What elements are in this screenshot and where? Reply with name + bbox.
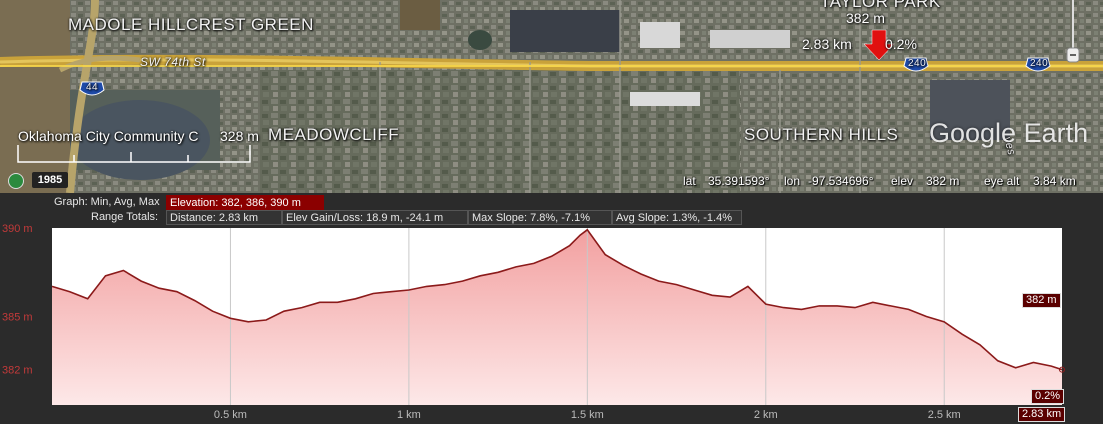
scale-bar-label: Oklahoma City Community C 328 m: [18, 128, 259, 144]
cursor-arrow-icon: [863, 29, 895, 61]
x-tick-label: 0.5 km: [214, 409, 247, 421]
graph-label: Graph: Min, Avg, Max: [54, 196, 160, 208]
elev-gain-loss-box[interactable]: Elev Gain/Loss: 18.9 m, -24.1 m: [282, 210, 468, 225]
interstate-240-shield-east: [1025, 57, 1051, 72]
label-occ: Oklahoma City Community C: [18, 128, 199, 144]
status-lon-value: -97.534696°: [808, 174, 874, 188]
interstate-240-shield-west: [903, 57, 929, 72]
scale-elevation: 328 m: [220, 128, 259, 144]
map-view[interactable]: MADOLE HILLCREST GREEN TAYLOR PARK MEADO…: [0, 0, 1103, 193]
label-i44: 44: [86, 82, 99, 93]
cursor-elevation-tag: 382 m: [1022, 293, 1061, 308]
distance-box[interactable]: Distance: 2.83 km: [166, 210, 282, 225]
elevation-summary-box[interactable]: Elevation: 382, 386, 390 m: [166, 195, 324, 210]
avg-slope-box[interactable]: Avg Slope: 1.3%, -1.4%: [612, 210, 742, 225]
status-eye-alt-value: 3.84 km: [1033, 174, 1076, 188]
google-earth-logo: Google Earth: [929, 118, 1089, 148]
cursor-point: [1059, 366, 1065, 373]
x-tick-label: 1 km: [397, 409, 421, 421]
range-totals-label: Range Totals:: [91, 211, 159, 223]
max-slope-box[interactable]: Max Slope: 7.8%, -7.1%: [468, 210, 612, 225]
cursor-elevation-callout: 382 m: [846, 10, 885, 26]
label-southern-hills: SOUTHERN HILLS: [744, 125, 899, 144]
satellite-imagery: [0, 0, 1103, 193]
imagery-year-badge: 1985: [32, 172, 68, 188]
x-tick-label: 1.5 km: [571, 409, 604, 421]
y-tick-label: 382 m: [2, 365, 33, 377]
label-madole-hillcrest-green: MADOLE HILLCREST GREEN: [68, 15, 314, 34]
status-eye-alt-label: eye alt: [984, 174, 1020, 188]
label-sw-74th-st: SW 74th St: [140, 55, 206, 69]
y-tick-label: 385 m: [2, 312, 33, 324]
elevation-profile-panel: Graph: Min, Avg, Max Elevation: 382, 386…: [0, 193, 1103, 424]
label-taylor-park: TAYLOR PARK: [820, 0, 941, 11]
status-lon-label: lon: [784, 174, 801, 188]
x-tick-label: 2.5 km: [928, 409, 961, 421]
elevation-area-fill: [52, 229, 1062, 405]
elevation-chart[interactable]: 390 m 385 m 382 m 0.5 km 1 km 1.5 km 2 km 2.5 …: [0, 193, 1103, 424]
scale-bar: [17, 145, 251, 163]
cursor-distance-callout: 2.83 km: [802, 36, 852, 52]
status-elev-value: 382 m: [926, 174, 960, 188]
elevation-series-line: [51, 228, 1063, 371]
cursor-slope-tag: 0.2%: [1031, 389, 1065, 404]
label-meadowcliff: MEADOWCLIFF: [268, 125, 400, 144]
cursor-distance-tag: 2.83 km: [1018, 407, 1066, 422]
interstate-44-shield: [79, 81, 105, 96]
historical-imagery-clock-icon[interactable]: [8, 173, 24, 189]
label-i240-east: 240: [1030, 58, 1049, 69]
status-elev-label: elev: [891, 174, 914, 188]
y-tick-label: 390 m: [2, 223, 33, 235]
status-lat-value: 35.391593°: [708, 174, 770, 188]
cursor-slope-callout: 0.2%: [885, 36, 917, 52]
status-lat-label: lat: [683, 174, 696, 188]
x-tick-label: 2 km: [754, 409, 778, 421]
label-i240-west: 240: [908, 58, 927, 69]
zoom-slider[interactable]: [1066, 0, 1080, 70]
